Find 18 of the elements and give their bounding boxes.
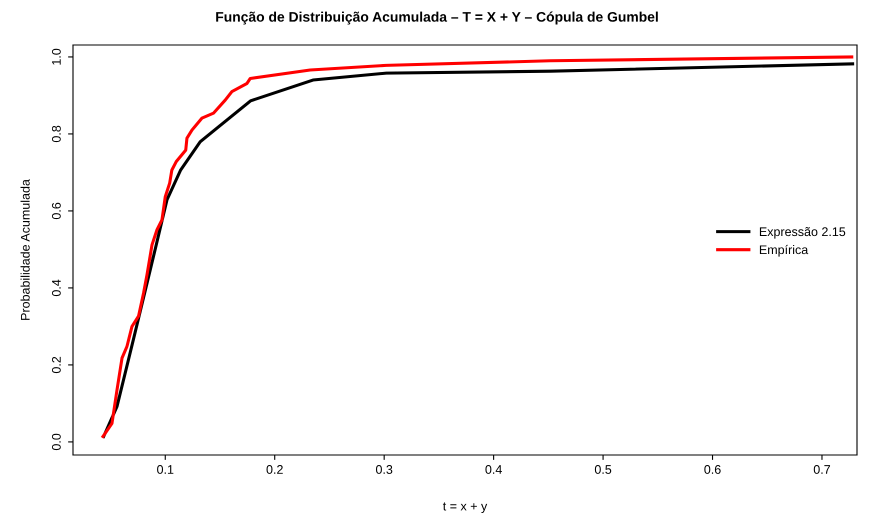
chart-title: Função de Distribuição Acumulada – T = X + Y – Cópula de Gumbel (216, 11, 658, 25)
x-axis-title: t = x + y (442, 502, 488, 514)
y-tick-label: 0.2 (52, 356, 61, 374)
x-tick-label: 0.4 (485, 465, 502, 474)
y-tick-label: 0.6 (52, 202, 61, 220)
legend-label: Expressão 2.15 (760, 227, 846, 239)
y-tick-label: 0.8 (52, 126, 61, 142)
y-tick-label: 1.0 (52, 48, 61, 65)
y-tick-label: 0.4 (52, 280, 61, 296)
legend-label: Empírica (760, 244, 808, 257)
x-tick-label: 0.3 (376, 465, 392, 474)
x-tick-label: 0.7 (814, 465, 830, 474)
y-axis-title: Probabilidade Acumulada (20, 179, 30, 320)
y-tick-label: 0.0 (52, 434, 61, 450)
x-tick-label: 0.1 (157, 465, 174, 474)
x-tick-label: 0.5 (594, 465, 612, 474)
x-tick-label: 0.6 (704, 465, 721, 474)
x-tick-label: 0.2 (266, 465, 283, 474)
